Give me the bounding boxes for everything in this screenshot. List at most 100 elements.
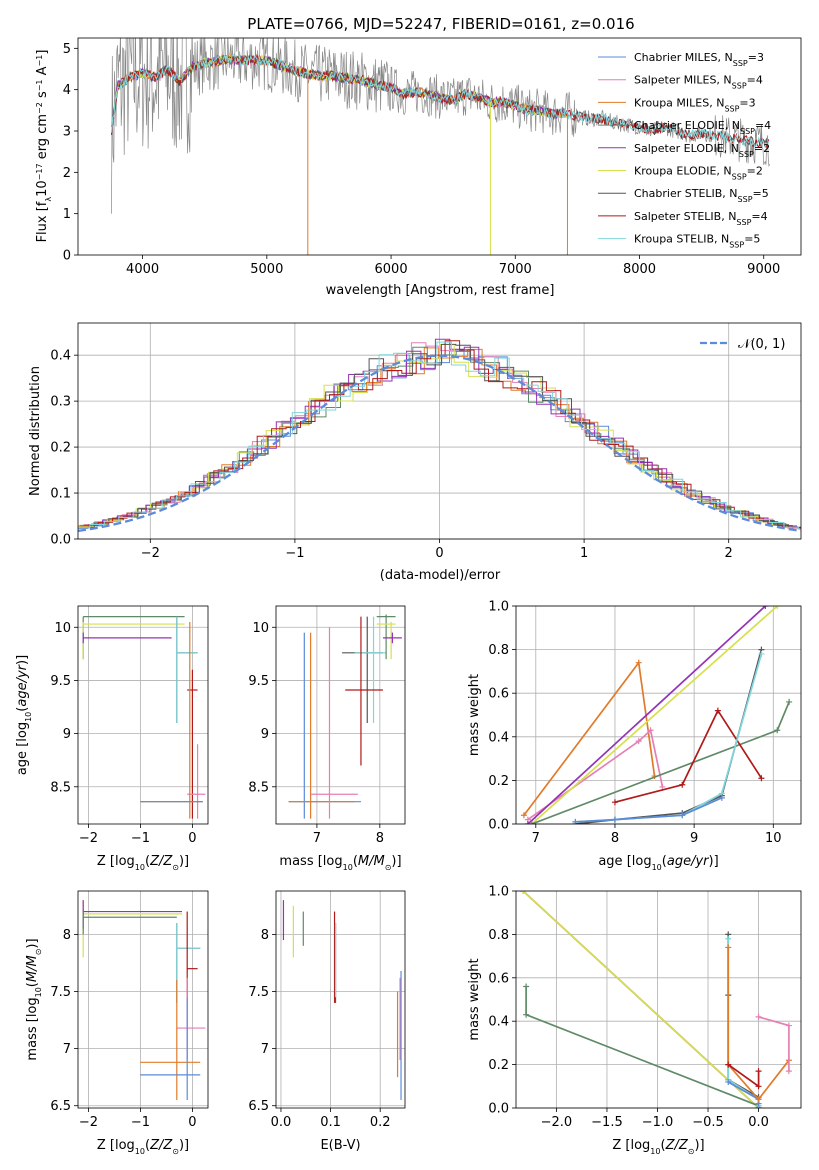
weight-series-marker bbox=[725, 935, 732, 942]
x-tick-label: 6000 bbox=[375, 262, 408, 277]
y-tick-label: 8.5 bbox=[50, 780, 71, 795]
y-tick-label: 9.5 bbox=[248, 674, 269, 689]
weight-series-marker bbox=[725, 944, 732, 951]
y-tick-label: 0.0 bbox=[488, 818, 509, 833]
weight-series-marker bbox=[774, 727, 781, 734]
plot-area bbox=[520, 891, 792, 1108]
mass-vs-metallicity-panel: −2 −1 0 6.5 7 7.5 8 Z [log10(Z/Z⊙)] mass [log10(… bbox=[25, 890, 209, 1156]
weight-series-marker bbox=[758, 775, 765, 782]
y-tick-label: 1 bbox=[63, 207, 71, 222]
axes-frame bbox=[515, 890, 802, 1109]
x-tick-label: 9 bbox=[690, 831, 698, 846]
x-axis-label: Z [log10(Z/Z⊙)] bbox=[612, 1138, 704, 1156]
y-tick-label: 0.6 bbox=[488, 971, 509, 986]
y-tick-label: 8.5 bbox=[248, 780, 269, 795]
axes-frame bbox=[275, 605, 406, 825]
weight-series-marker bbox=[755, 1013, 762, 1020]
x-axis-label: E(B-V) bbox=[320, 1138, 360, 1153]
residual-histogram-line bbox=[78, 342, 801, 529]
y-tick-label: 8 bbox=[63, 928, 71, 943]
spectrum-panel: 4000 5000 6000 7000 8000 9000 0 1 2 3 4 5 Chabrier M… bbox=[35, 37, 802, 298]
y-tick-label: 8 bbox=[261, 928, 269, 943]
model-spectrum-line bbox=[112, 53, 568, 126]
residual-histogram-line bbox=[78, 344, 801, 528]
y-tick-label: 10 bbox=[252, 621, 269, 636]
x-tick-label: −0.5 bbox=[692, 1115, 724, 1130]
y-tick-label: 0.8 bbox=[488, 928, 509, 943]
legend-label: 𝒩(0, 1) bbox=[738, 337, 785, 352]
weight-series-line bbox=[758, 1016, 790, 1072]
residuals-panel: −2 −1 0 1 2 0.0 0.1 0.2 0.3 0.4 𝒩(0, 1) (data-model… bbox=[28, 322, 802, 583]
y-tick-label: 0.1 bbox=[50, 487, 71, 502]
y-tick-label: 0.2 bbox=[488, 774, 509, 789]
legend-label: Kroupa MILES, NSSP=3 bbox=[634, 96, 756, 113]
legend-label: Salpeter ELODIE, NSSP=2 bbox=[634, 142, 770, 159]
x-tick-label: 10 bbox=[765, 831, 782, 846]
y-tick-label: 9.5 bbox=[50, 674, 71, 689]
weight-series-line bbox=[527, 728, 664, 821]
x-axis-label: (data-model)/error bbox=[380, 568, 501, 583]
y-tick-label: 1.0 bbox=[488, 885, 509, 900]
y-tick-label: 7 bbox=[261, 1042, 269, 1057]
x-tick-label: 7 bbox=[532, 831, 540, 846]
weight-series-marker bbox=[523, 983, 530, 990]
y-tick-label: 0.4 bbox=[488, 1015, 509, 1030]
x-tick-label: 0 bbox=[188, 1115, 196, 1130]
weight-series-line bbox=[727, 947, 790, 1101]
plot-area bbox=[78, 338, 801, 533]
x-tick-label: 4000 bbox=[126, 262, 159, 277]
plot-area bbox=[288, 614, 402, 819]
x-tick-label: −2.0 bbox=[541, 1115, 573, 1130]
weight-series-marker bbox=[528, 821, 535, 824]
y-axis-label: mass [log10(M/M⊙)] bbox=[25, 938, 43, 1060]
plot-area bbox=[282, 900, 402, 1101]
y-tick-label: 0.8 bbox=[488, 643, 509, 658]
weight-series-marker bbox=[524, 821, 531, 824]
x-axis-label: mass [log10(M/M⊙)] bbox=[279, 854, 401, 872]
y-tick-label: 10 bbox=[54, 621, 71, 636]
y-axis-label: age [log10(age/yr)] bbox=[15, 655, 33, 775]
y-tick-label: 9 bbox=[261, 727, 269, 742]
x-tick-label: −1.0 bbox=[642, 1115, 674, 1130]
weight-series-marker bbox=[679, 781, 686, 788]
legend-label: Chabrier STELIB, NSSP=5 bbox=[634, 187, 769, 204]
y-tick-label: 7.5 bbox=[248, 985, 269, 1000]
weight-series-line bbox=[523, 660, 656, 816]
y-tick-label: 6.5 bbox=[248, 1099, 269, 1114]
weight-series-marker bbox=[523, 1011, 530, 1018]
weight-series-marker bbox=[714, 707, 721, 714]
x-tick-label: 7 bbox=[313, 831, 321, 846]
x-axis-label: wavelength [Angstrom, rest frame] bbox=[326, 283, 555, 298]
y-tick-label: 0 bbox=[63, 249, 71, 264]
y-tick-label: 0.3 bbox=[50, 395, 71, 410]
weight-series-marker bbox=[725, 1078, 732, 1085]
weight-series-marker bbox=[611, 816, 618, 823]
weight-series-marker bbox=[774, 606, 781, 609]
axes-frame bbox=[77, 322, 802, 540]
y-tick-label: 9 bbox=[63, 727, 71, 742]
x-tick-label: 7000 bbox=[499, 262, 532, 277]
weight-series-marker bbox=[755, 1068, 762, 1075]
x-tick-label: 0.1 bbox=[320, 1115, 341, 1130]
weight-series-marker bbox=[758, 650, 765, 657]
weight-series-marker bbox=[647, 727, 654, 734]
legend-label: Salpeter MILES, NSSP=4 bbox=[634, 74, 763, 91]
y-tick-label: 0.0 bbox=[488, 1102, 509, 1117]
weight-series-line bbox=[525, 986, 759, 1107]
axes-frame bbox=[77, 605, 209, 825]
x-tick-label: 8 bbox=[611, 831, 619, 846]
weight-series-marker bbox=[635, 659, 642, 666]
y-tick-label: 2 bbox=[63, 166, 71, 181]
figure-title: PLATE=0766, MJD=52247, FIBERID=0161, z=0… bbox=[247, 15, 634, 33]
x-tick-label: 0.2 bbox=[370, 1115, 391, 1130]
age-vs-metallicity-panel: −2 −1 0 8.5 9 9.5 10 Z [log10(Z/Z⊙)] age [log10(… bbox=[15, 605, 209, 872]
weight-series-marker bbox=[762, 606, 769, 609]
x-tick-label: −1 bbox=[131, 1115, 150, 1130]
y-tick-label: 7.5 bbox=[50, 985, 71, 1000]
weight-series-marker bbox=[786, 698, 793, 705]
weight-series-marker bbox=[785, 1068, 792, 1075]
x-tick-label: 0 bbox=[188, 831, 196, 846]
normal-curve-line bbox=[78, 354, 801, 533]
x-tick-label: −2 bbox=[79, 1115, 98, 1130]
legend-label: Kroupa STELIB, NSSP=5 bbox=[634, 233, 760, 250]
